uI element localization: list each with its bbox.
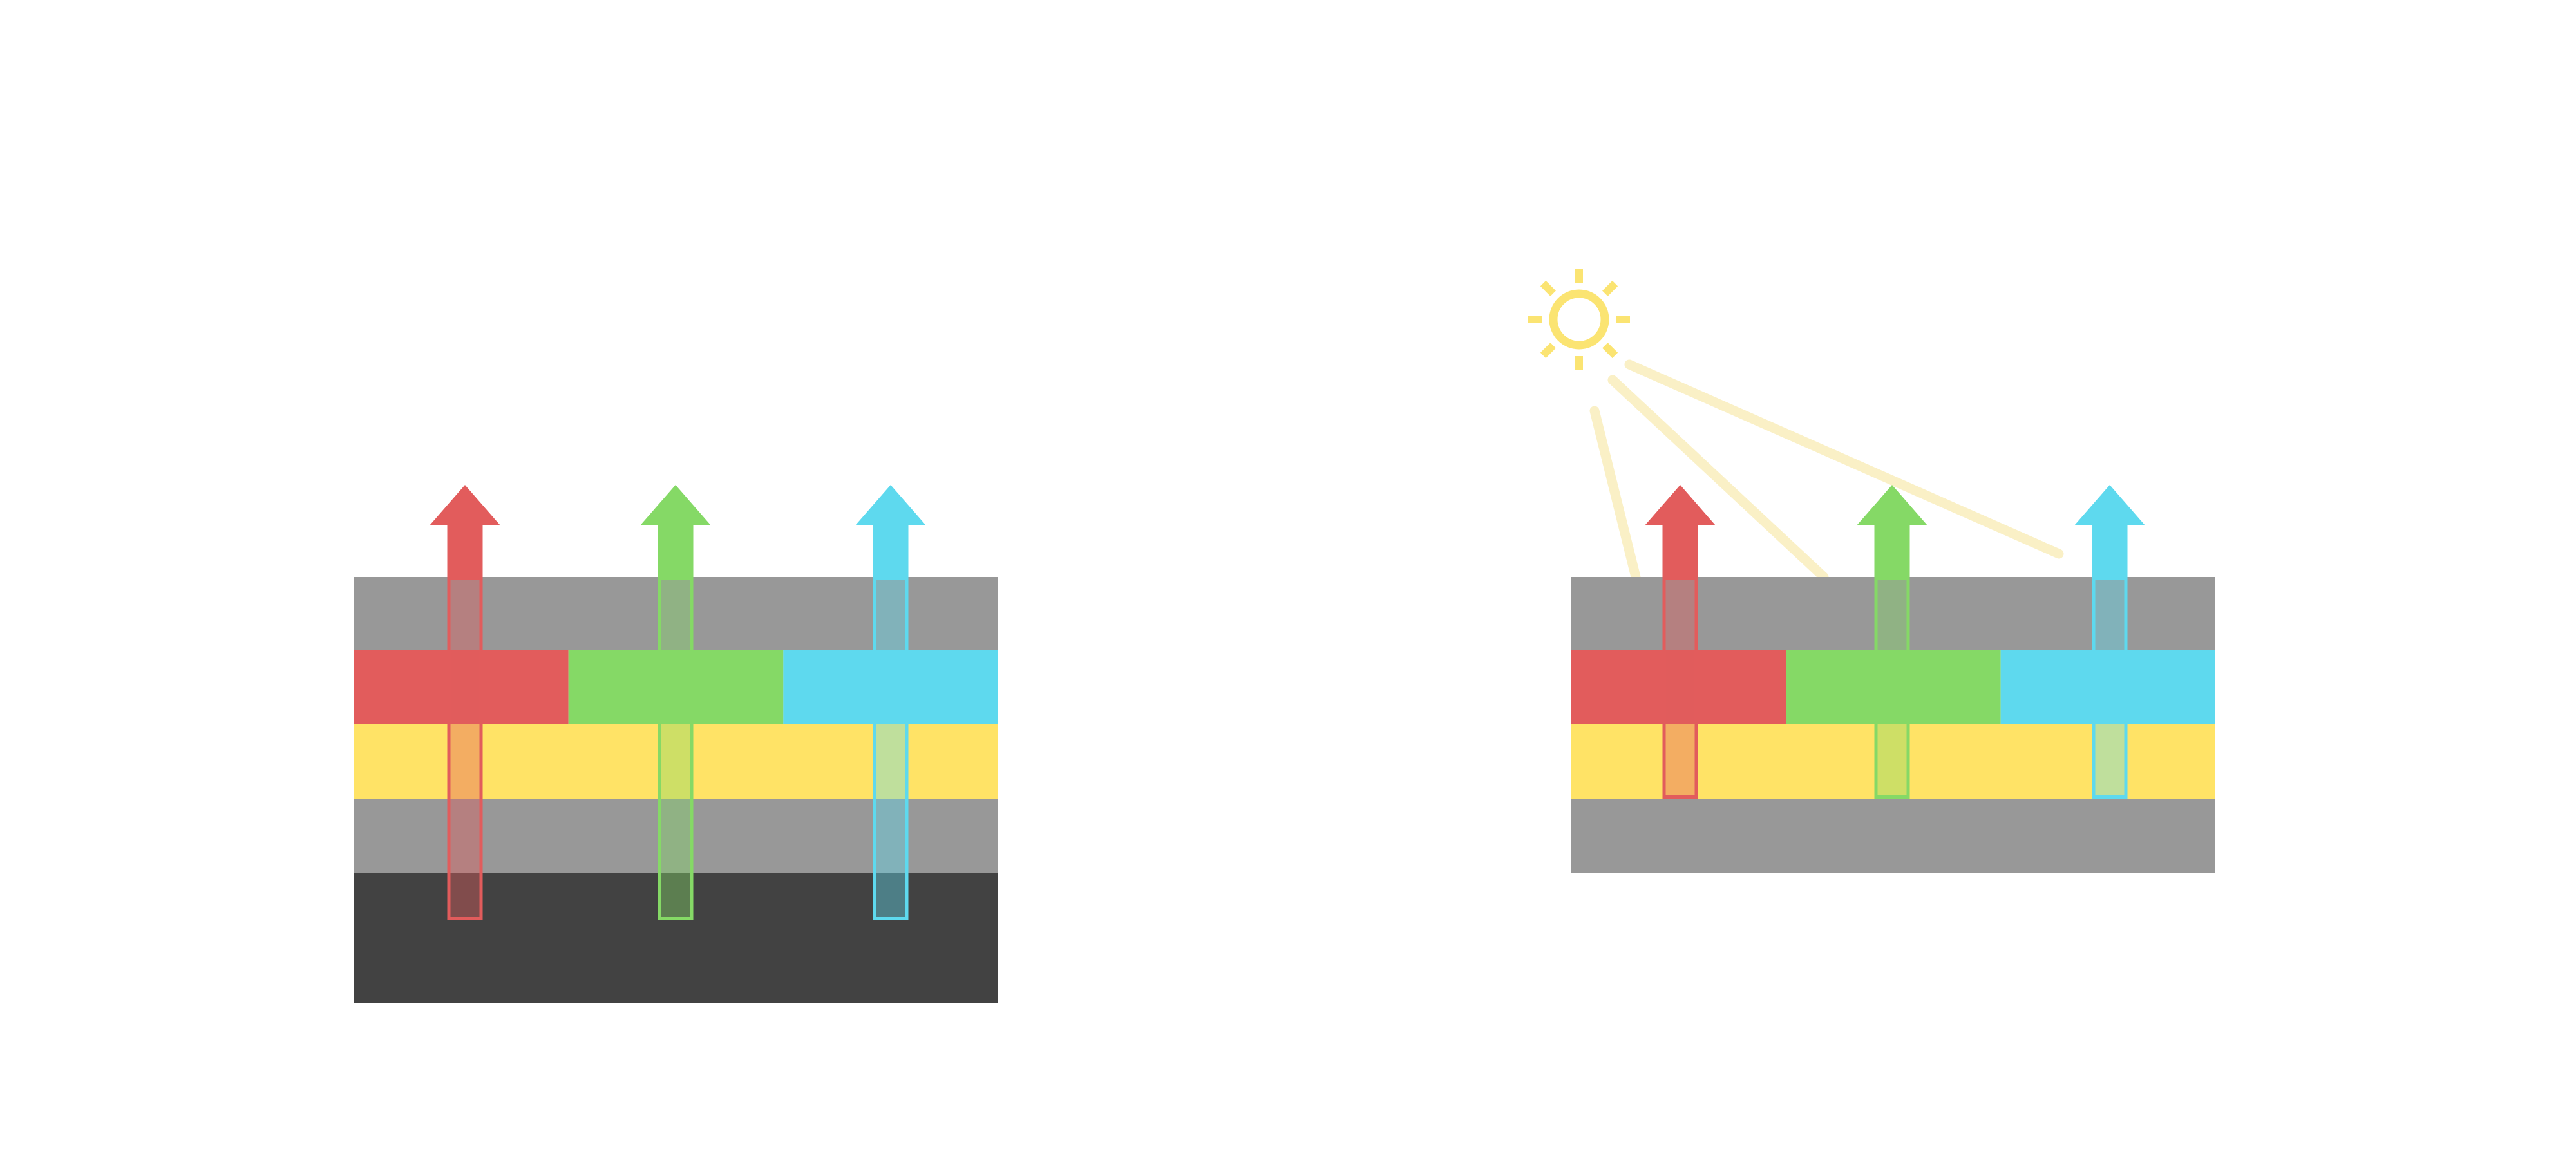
dark-substrate-layer — [354, 873, 998, 1003]
gray-layer-top — [1571, 577, 2215, 650]
green-light-arrow-shaft — [1874, 576, 1910, 799]
gray-layer-bottom — [354, 799, 998, 873]
sun-tick — [1540, 280, 1556, 296]
red-light-arrow — [430, 485, 500, 578]
blue-pixel — [2000, 650, 2215, 724]
green-light-arrow-shaft — [658, 576, 694, 920]
sun-ray-long — [1624, 359, 2064, 559]
sun-tick — [1602, 280, 1618, 296]
red-pixel — [354, 650, 569, 724]
green-light-arrow — [1857, 485, 1927, 578]
green-pixel — [568, 650, 784, 724]
sunlight-rays — [1589, 359, 2064, 582]
sun-ring — [1549, 289, 1609, 350]
blue-light-arrow — [2074, 485, 2145, 578]
red-pixel — [1571, 650, 1786, 724]
red-light-arrow — [1645, 485, 1716, 578]
yellow-layer — [1571, 724, 2215, 799]
red-light-arrow-shaft — [1662, 576, 1698, 799]
gray-layer-top — [354, 577, 998, 650]
green-pixel — [1786, 650, 2001, 724]
yellow-layer — [354, 724, 998, 799]
gray-layer-bottom — [1571, 799, 2215, 873]
sun-tick — [1602, 343, 1618, 359]
emissive-display-diagram — [354, 485, 998, 1003]
sun-icon — [1528, 269, 1630, 370]
blue-light-arrow — [855, 485, 926, 578]
blue-light-arrow-shaft — [2092, 576, 2128, 799]
reflective-display-diagram — [1571, 485, 2215, 873]
sun-ray-middle — [1607, 375, 1829, 582]
red-light-arrow-shaft — [447, 576, 483, 920]
blue-light-arrow-shaft — [873, 576, 909, 920]
green-light-arrow — [640, 485, 711, 578]
sun-tick — [1540, 343, 1556, 359]
blue-pixel — [783, 650, 998, 724]
sun-ray-steep — [1589, 406, 1641, 582]
